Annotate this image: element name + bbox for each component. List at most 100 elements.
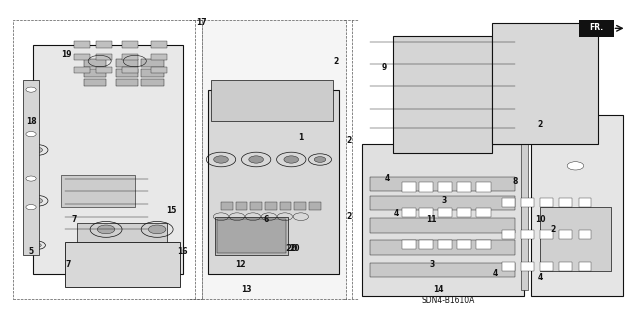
- Text: FR.: FR.: [589, 23, 603, 32]
- Text: 2: 2: [333, 56, 339, 65]
- Bar: [531, 115, 623, 296]
- Bar: [521, 198, 534, 207]
- Circle shape: [97, 225, 115, 234]
- Bar: [540, 198, 553, 207]
- Bar: [13, 20, 202, 299]
- Bar: [502, 230, 515, 239]
- Bar: [362, 144, 524, 296]
- Text: 3: 3: [442, 196, 447, 205]
- Bar: [540, 207, 611, 271]
- Bar: [214, 217, 288, 255]
- Text: 11: 11: [426, 215, 437, 224]
- Bar: [585, 81, 598, 88]
- Bar: [521, 230, 534, 239]
- Text: 4: 4: [493, 269, 499, 278]
- Bar: [559, 262, 572, 271]
- Bar: [74, 67, 90, 73]
- Text: 3: 3: [429, 260, 435, 269]
- Bar: [77, 223, 167, 268]
- Bar: [566, 62, 579, 69]
- Bar: [559, 198, 572, 207]
- Bar: [221, 202, 232, 210]
- Bar: [97, 41, 113, 48]
- Bar: [438, 182, 452, 192]
- Bar: [419, 208, 433, 217]
- Bar: [116, 69, 138, 77]
- Text: 18: 18: [26, 117, 36, 126]
- Text: 16: 16: [177, 247, 188, 256]
- Bar: [84, 59, 106, 67]
- Bar: [309, 202, 321, 210]
- Text: 4: 4: [538, 272, 543, 281]
- Bar: [402, 182, 416, 192]
- Text: 7: 7: [72, 215, 77, 224]
- Text: SDN4-B1610A: SDN4-B1610A: [421, 296, 474, 305]
- Bar: [579, 198, 591, 207]
- Circle shape: [567, 76, 584, 84]
- Bar: [370, 196, 515, 210]
- Bar: [84, 69, 106, 77]
- Bar: [540, 262, 553, 271]
- Bar: [141, 69, 164, 77]
- Text: 14: 14: [433, 285, 444, 294]
- Circle shape: [31, 147, 42, 153]
- Text: 2: 2: [538, 120, 543, 129]
- Bar: [547, 62, 559, 69]
- Bar: [216, 219, 286, 253]
- Text: 13: 13: [241, 285, 252, 294]
- Bar: [211, 80, 333, 122]
- Text: 4: 4: [394, 209, 399, 218]
- Bar: [419, 240, 433, 249]
- Bar: [458, 182, 471, 192]
- Text: 5: 5: [29, 247, 34, 256]
- Bar: [294, 202, 306, 210]
- Text: 6: 6: [263, 215, 268, 224]
- Circle shape: [567, 162, 584, 170]
- Bar: [74, 41, 90, 48]
- Bar: [579, 262, 591, 271]
- Text: 1: 1: [298, 133, 303, 142]
- Bar: [502, 262, 515, 271]
- Bar: [84, 78, 106, 86]
- Text: 20: 20: [285, 244, 298, 253]
- Text: 9: 9: [381, 63, 387, 72]
- Circle shape: [284, 156, 299, 163]
- Circle shape: [33, 243, 41, 247]
- Bar: [236, 202, 247, 210]
- Bar: [65, 242, 179, 286]
- Bar: [116, 59, 138, 67]
- Text: 8: 8: [512, 177, 518, 186]
- Bar: [97, 67, 113, 73]
- Circle shape: [567, 41, 584, 49]
- Bar: [97, 54, 113, 60]
- Bar: [476, 208, 490, 217]
- Bar: [402, 208, 416, 217]
- Bar: [280, 202, 291, 210]
- Text: 2: 2: [346, 136, 351, 145]
- Bar: [141, 59, 164, 67]
- Text: 12: 12: [235, 260, 245, 269]
- Text: 2: 2: [550, 225, 556, 234]
- Bar: [370, 177, 515, 191]
- Bar: [458, 208, 471, 217]
- Bar: [438, 240, 452, 249]
- Bar: [23, 80, 39, 255]
- Text: 7: 7: [65, 260, 70, 269]
- Bar: [250, 202, 262, 210]
- Bar: [265, 202, 276, 210]
- Bar: [370, 263, 515, 277]
- Text: 15: 15: [166, 206, 177, 215]
- Text: 10: 10: [535, 215, 545, 224]
- Bar: [579, 20, 614, 37]
- Text: 20: 20: [289, 244, 300, 253]
- Bar: [122, 54, 138, 60]
- Circle shape: [31, 198, 42, 204]
- Bar: [540, 230, 553, 239]
- Circle shape: [26, 176, 36, 181]
- Bar: [151, 54, 167, 60]
- Bar: [394, 36, 492, 153]
- Circle shape: [214, 156, 228, 163]
- Text: 4: 4: [385, 174, 390, 183]
- Bar: [202, 20, 346, 299]
- Bar: [492, 23, 598, 144]
